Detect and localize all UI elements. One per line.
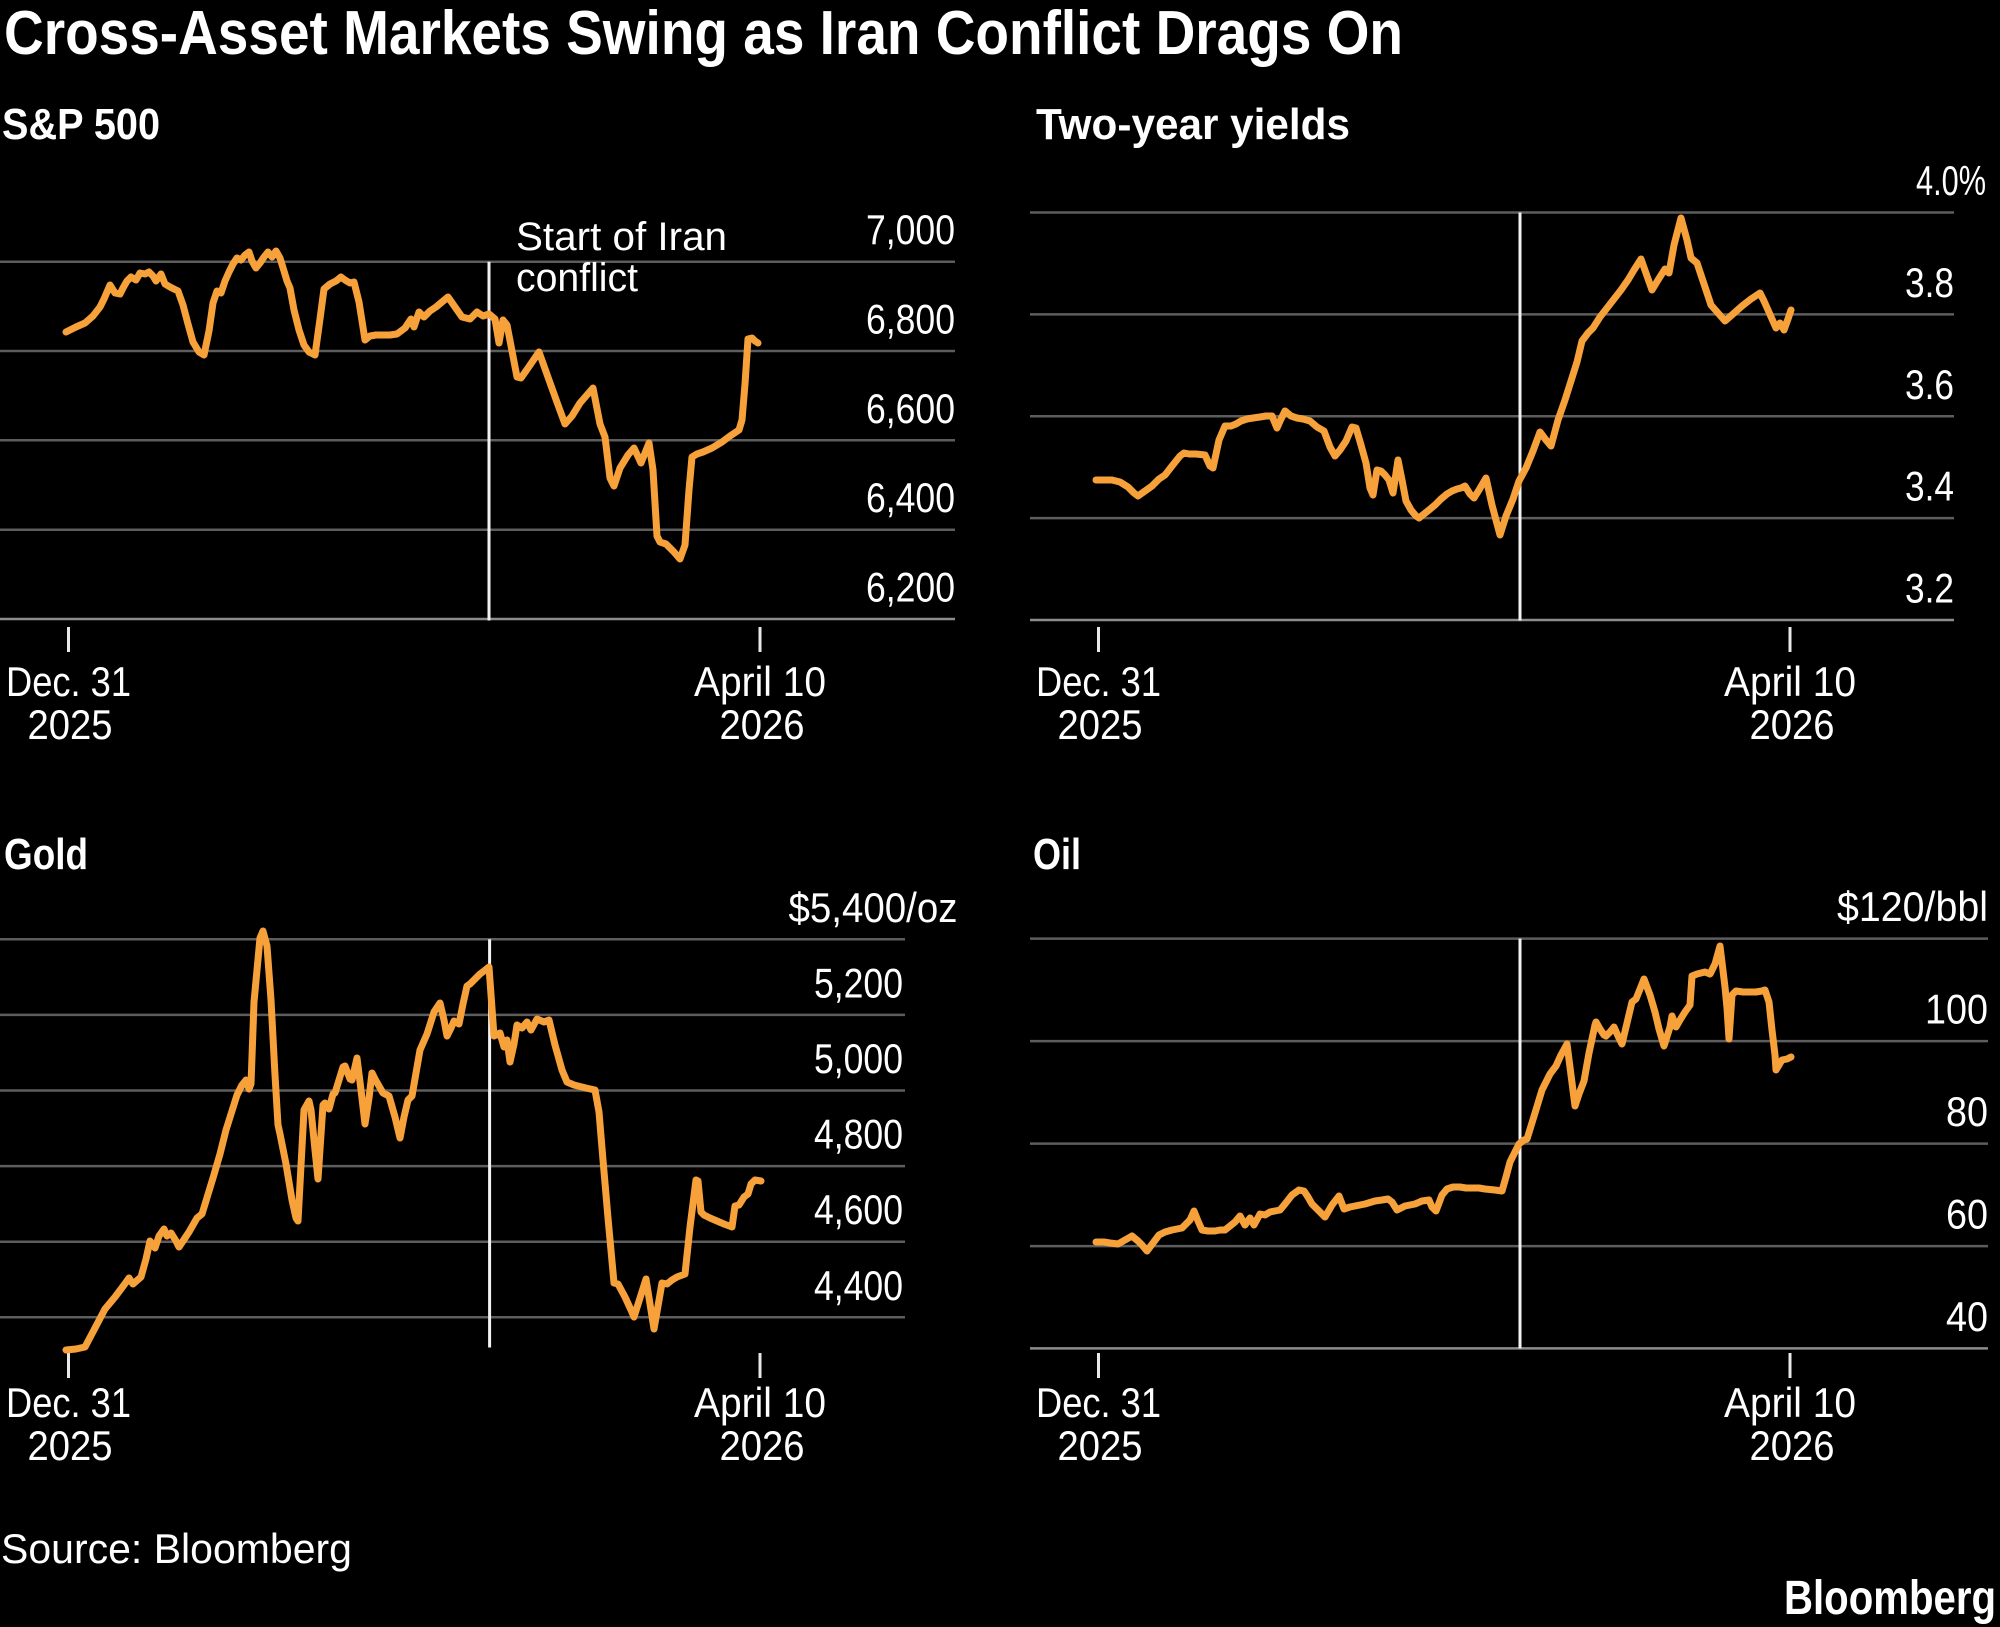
svg-text:2026: 2026 <box>720 1422 805 1469</box>
svg-text:3.4: 3.4 <box>1905 463 1954 510</box>
svg-text:2025: 2025 <box>28 701 113 748</box>
svg-text:2026: 2026 <box>720 701 805 748</box>
svg-text:60: 60 <box>1946 1191 1988 1238</box>
svg-text:April 10: April 10 <box>1724 1379 1856 1426</box>
svg-text:2025: 2025 <box>1058 1422 1143 1469</box>
svg-text:4,600: 4,600 <box>814 1186 903 1233</box>
svg-text:Cross-Asset Markets Swing as I: Cross-Asset Markets Swing as Iran Confli… <box>4 0 1403 68</box>
svg-text:April 10: April 10 <box>694 658 826 705</box>
svg-text:5,200: 5,200 <box>814 959 903 1006</box>
svg-text:Two-year yields: Two-year yields <box>1036 100 1350 149</box>
svg-text:100: 100 <box>1925 986 1988 1033</box>
svg-text:April 10: April 10 <box>694 1379 826 1426</box>
svg-text:7,000: 7,000 <box>866 206 955 253</box>
svg-text:6,400: 6,400 <box>866 474 955 521</box>
svg-text:6,200: 6,200 <box>866 564 955 611</box>
svg-text:4,400: 4,400 <box>814 1262 903 1309</box>
svg-text:2026: 2026 <box>1750 1422 1835 1469</box>
svg-text:Oil: Oil <box>1033 830 1081 879</box>
svg-text:S&P 500: S&P 500 <box>2 100 160 149</box>
svg-text:Source: Bloomberg: Source: Bloomberg <box>1 1525 352 1572</box>
svg-text:3.8: 3.8 <box>1905 259 1954 306</box>
svg-text:2026: 2026 <box>1750 701 1835 748</box>
svg-text:Dec. 31: Dec. 31 <box>6 1379 131 1426</box>
svg-text:Dec. 31: Dec. 31 <box>1036 1379 1161 1426</box>
svg-text:2025: 2025 <box>28 1422 113 1469</box>
svg-text:40: 40 <box>1946 1293 1988 1340</box>
svg-text:Start of Iran: Start of Iran <box>516 215 727 259</box>
svg-text:Dec. 31: Dec. 31 <box>6 658 131 705</box>
svg-text:4.0%: 4.0% <box>1916 157 1986 204</box>
svg-text:4,800: 4,800 <box>814 1111 903 1158</box>
svg-text:6,800: 6,800 <box>866 296 955 343</box>
svg-text:3.2: 3.2 <box>1905 565 1954 612</box>
svg-text:Dec. 31: Dec. 31 <box>1036 658 1161 705</box>
svg-text:conflict: conflict <box>516 256 638 300</box>
svg-text:6,600: 6,600 <box>866 385 955 432</box>
svg-text:2025: 2025 <box>1058 701 1143 748</box>
svg-text:Bloomberg: Bloomberg <box>1784 1572 1996 1625</box>
svg-text:3.6: 3.6 <box>1905 361 1954 408</box>
svg-text:$5,400/oz: $5,400/oz <box>789 884 958 931</box>
svg-text:Gold: Gold <box>4 830 88 879</box>
svg-text:5,000: 5,000 <box>814 1035 903 1082</box>
svg-text:80: 80 <box>1946 1088 1988 1135</box>
svg-text:April 10: April 10 <box>1724 658 1856 705</box>
svg-text:$120/bbl: $120/bbl <box>1837 883 1988 930</box>
